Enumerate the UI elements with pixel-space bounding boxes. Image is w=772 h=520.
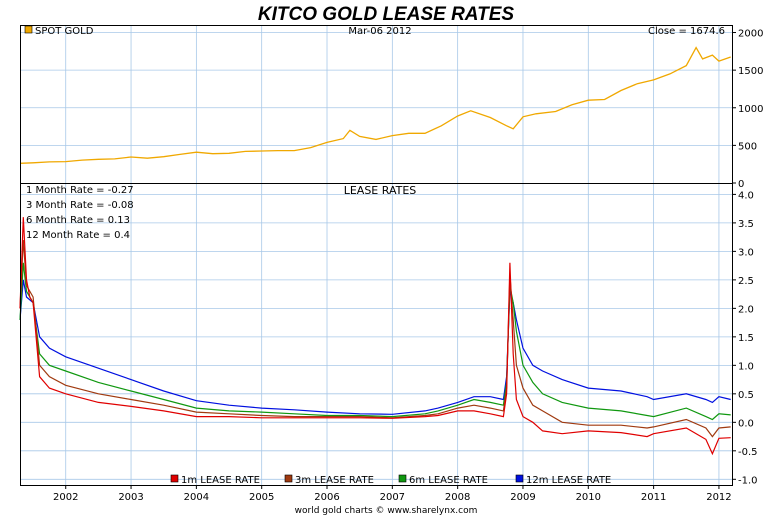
- series-line-6m-lease-rate: [19, 262, 731, 421]
- top-panel-frame: [20, 25, 733, 184]
- chart-footer: world gold charts © www.sharelynx.com: [295, 506, 478, 516]
- x-tick-label-2011: 2011: [641, 492, 666, 503]
- x-tick-label-2003: 2003: [118, 492, 143, 503]
- top-y-tick-label-500: 500: [738, 141, 757, 152]
- bottom-y-tick-label-0.5: 0.5: [738, 390, 754, 401]
- bottom-y-tick-label-1: 1.0: [738, 361, 754, 372]
- series-line-12m-lease-rate: [19, 279, 731, 415]
- bottom-y-tick-label-4: 4.0: [738, 190, 754, 201]
- legend-1m-swatch: [170, 474, 179, 483]
- legend-6m-swatch: [398, 474, 407, 483]
- legend-3m-swatch: [284, 474, 293, 483]
- x-tick-label-2005: 2005: [249, 492, 274, 503]
- bottom-y-tick-label-3: 3.0: [738, 247, 754, 258]
- stat-3-month: 3 Month Rate = -0.08: [26, 200, 134, 211]
- axis-ticks: 2002 2003 2004 2005 2006 2007 2008 2009 2010 2011…: [53, 29, 763, 503]
- top-panel-series: [19, 46, 731, 164]
- top-y-tick-label-1000: 1000: [738, 104, 763, 115]
- lease-rate-legend: 1m LEASE RATE 3m LEASE RATE 6m LEASE RAT…: [170, 474, 611, 486]
- top-y-tick-label-0: 0: [738, 179, 744, 190]
- legend-3m-label: 3m LEASE RATE: [295, 475, 374, 486]
- legend-6m-label: 6m LEASE RATE: [409, 475, 488, 486]
- x-tick-label-2006: 2006: [314, 492, 339, 503]
- x-tick-label-2012: 2012: [706, 492, 731, 503]
- x-tick-label-2008: 2008: [445, 492, 470, 503]
- x-tick-label-2002: 2002: [53, 492, 78, 503]
- x-tick-label-2007: 2007: [380, 492, 405, 503]
- top-panel-date: Mar-06 2012: [348, 26, 411, 37]
- x-tick-label-2004: 2004: [184, 492, 209, 503]
- x-tick-label-2009: 2009: [510, 492, 535, 503]
- bottom-y-tick-label--1: -1.0: [738, 475, 758, 486]
- chart-title: KITCO GOLD LEASE RATES: [258, 4, 514, 25]
- bottom-y-tick-label--0.5: -0.5: [738, 447, 758, 458]
- top-y-tick-label-1500: 1500: [738, 66, 763, 77]
- stat-1-month: 1 Month Rate = -0.27: [26, 185, 134, 196]
- spot-gold-legend-label: SPOT GOLD: [35, 26, 94, 37]
- bottom-panel-frame: [20, 183, 733, 486]
- top-panel-grid: [20, 25, 732, 183]
- bottom-y-tick-label-2.5: 2.5: [738, 276, 754, 287]
- legend-12m-label: 12m LEASE RATE: [526, 475, 611, 486]
- spot-gold-legend-swatch: [24, 25, 33, 34]
- series-line-spot-gold: [19, 46, 731, 164]
- series-line-1m-lease-rate: [19, 217, 731, 456]
- bottom-panel-series: [19, 217, 731, 456]
- legend-1m-label: 1m LEASE RATE: [181, 475, 260, 486]
- bottom-y-tick-label-0: 0.0: [738, 418, 754, 429]
- bottom-y-tick-label-1.5: 1.5: [738, 333, 754, 344]
- top-panel-close: Close = 1674.6: [648, 26, 725, 37]
- series-line-3m-lease-rate: [19, 239, 731, 438]
- x-tick-label-2010: 2010: [576, 492, 601, 503]
- bottom-y-tick-label-3.5: 3.5: [738, 219, 754, 230]
- top-y-tick-label-2000: 2000: [738, 29, 763, 40]
- stat-12-month: 12 Month Rate = 0.4: [26, 230, 130, 241]
- lease-rates-panel-title: LEASE RATES: [344, 184, 417, 197]
- bottom-panel-grid: [20, 183, 732, 485]
- stat-6-month: 6 Month Rate = 0.13: [26, 215, 130, 226]
- bottom-y-tick-label-2: 2.0: [738, 304, 754, 315]
- legend-12m-swatch: [515, 474, 524, 483]
